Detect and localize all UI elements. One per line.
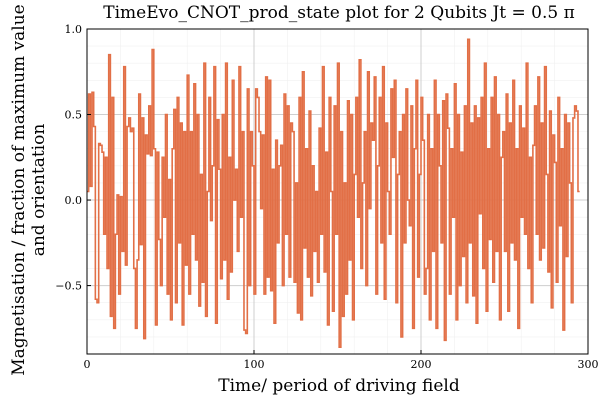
y-tick-label: 0.5 — [65, 109, 83, 122]
series-line — [87, 38, 580, 348]
x-tick-label: 0 — [84, 358, 91, 371]
ticks-layer: 0 100 200 300 −0.5 0.0 0.5 1.0 — [55, 23, 598, 371]
y-tick-label: 0.0 — [65, 194, 83, 207]
y-axis-label-line-2: and orientation — [29, 124, 49, 257]
chart-title: TimeEvo_CNOT_prod_state plot for 2 Qubit… — [103, 3, 575, 23]
x-tick-label: 100 — [244, 358, 265, 371]
x-tick-label: 200 — [411, 358, 432, 371]
x-axis-label: Time/ period of driving field — [218, 376, 460, 396]
y-axis-label-line-1: Magnetisation / fraction of maximum valu… — [9, 4, 29, 375]
y-tick-label: −0.5 — [55, 280, 82, 293]
y-tick-label: 1.0 — [65, 23, 83, 36]
plot-frame — [86, 28, 589, 355]
x-tick-label: 300 — [578, 358, 599, 371]
series-layer — [87, 38, 580, 348]
